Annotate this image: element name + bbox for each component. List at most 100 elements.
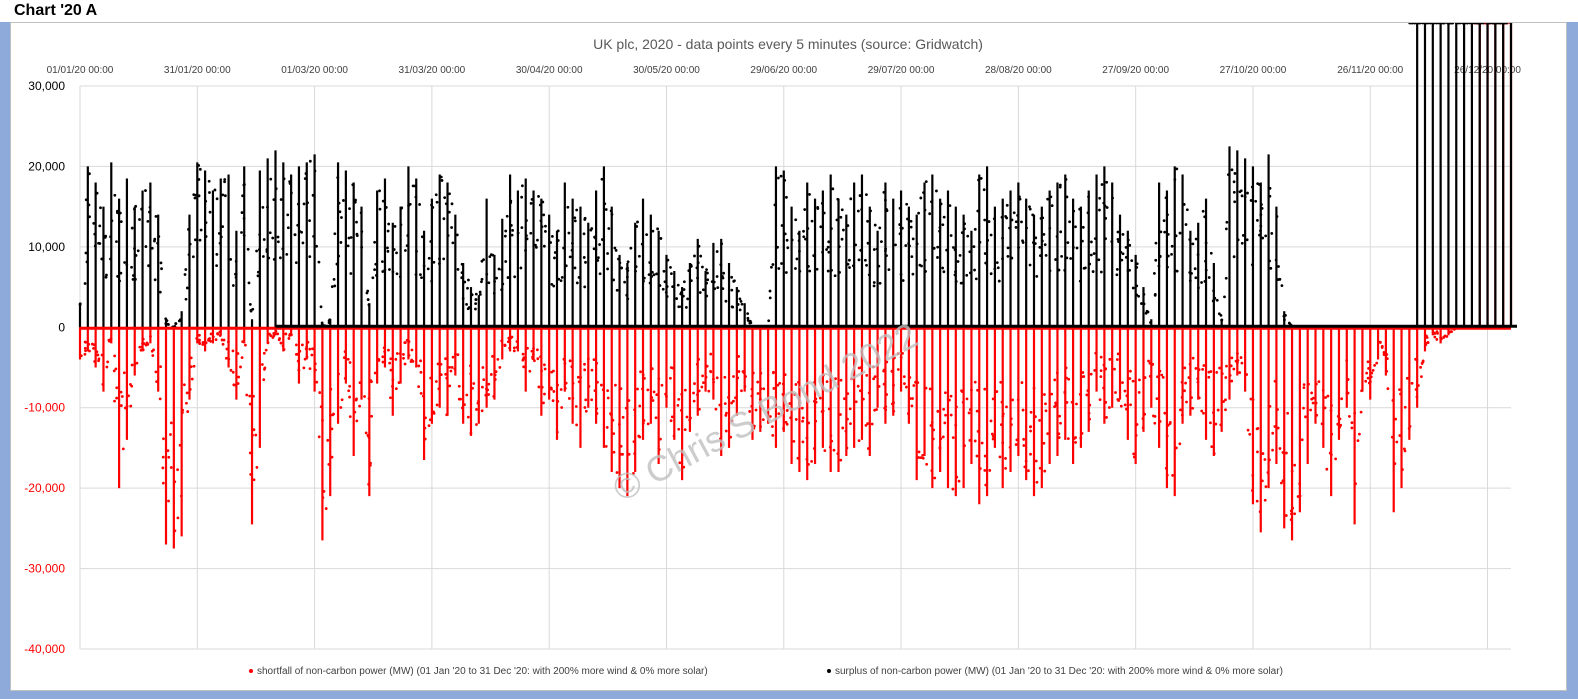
series-point <box>678 461 682 465</box>
series-point <box>682 294 685 298</box>
series-point <box>1418 23 1422 25</box>
series-point <box>122 371 126 375</box>
series-point <box>1082 375 1086 378</box>
series-point <box>133 362 137 366</box>
series-point <box>512 349 516 353</box>
series-point <box>1330 404 1333 407</box>
series-point <box>391 270 395 274</box>
series-point <box>134 204 138 208</box>
series-point <box>113 193 117 197</box>
chart-area[interactable]: UK plc, 2020 - data points every 5 minut… <box>10 22 1567 691</box>
series-point <box>1260 479 1264 483</box>
series-point <box>147 264 150 268</box>
series-point <box>87 203 91 207</box>
series-point <box>1135 293 1139 297</box>
series-point <box>612 450 616 454</box>
series-point <box>841 426 845 430</box>
series-point <box>1220 372 1224 376</box>
series-point <box>481 385 484 389</box>
series-point <box>1433 335 1437 339</box>
series-point <box>746 312 750 316</box>
series-point <box>1420 362 1424 365</box>
series-point <box>705 294 709 298</box>
series-point <box>216 332 220 336</box>
series-point <box>449 369 453 373</box>
series-point <box>448 384 452 388</box>
series-point <box>475 423 478 426</box>
series-point <box>1385 353 1389 356</box>
series-point <box>1185 208 1189 212</box>
series-point <box>279 198 283 201</box>
series-point <box>720 274 724 278</box>
series-point <box>1115 273 1119 277</box>
series-point <box>1260 207 1264 210</box>
series-point <box>615 288 619 292</box>
series-point <box>1268 259 1272 263</box>
series-point <box>130 363 134 367</box>
series-point <box>1246 191 1249 195</box>
series-point <box>371 276 375 280</box>
series-point <box>1166 423 1170 427</box>
series-point <box>1209 421 1212 425</box>
series-point <box>1191 406 1195 410</box>
series-point <box>487 281 491 285</box>
series-point <box>693 382 696 385</box>
series-point <box>1370 371 1374 375</box>
series-point <box>161 481 165 485</box>
series-point <box>1329 453 1333 457</box>
series-point <box>1223 295 1226 299</box>
series-point <box>798 269 802 273</box>
series-point <box>636 387 639 391</box>
series-point <box>1386 387 1390 391</box>
series-point <box>942 215 946 219</box>
series-point <box>472 382 476 385</box>
series-point <box>1121 232 1125 236</box>
series-point <box>1284 313 1287 317</box>
series-point <box>255 249 258 253</box>
series-point <box>563 386 567 390</box>
series-point <box>1048 269 1052 273</box>
series-point <box>251 433 254 437</box>
series-point <box>783 179 787 182</box>
series-point <box>1419 365 1422 369</box>
series-point <box>701 374 705 378</box>
series-point <box>759 371 763 375</box>
series-point <box>560 275 564 279</box>
series-point <box>526 346 529 350</box>
series-point <box>1017 246 1020 249</box>
series-point <box>924 180 928 183</box>
series-point <box>392 248 396 251</box>
series-point <box>553 256 556 260</box>
series-point <box>249 309 253 313</box>
series-point <box>550 283 554 286</box>
series-point <box>115 396 119 400</box>
series-point <box>208 210 212 214</box>
series-point <box>832 448 836 452</box>
series-point <box>939 437 943 441</box>
series-point <box>201 341 205 344</box>
series-point <box>465 393 469 397</box>
series-point <box>1043 469 1047 473</box>
series-point <box>1126 269 1130 273</box>
series-point <box>1201 367 1205 371</box>
series-point <box>389 396 392 400</box>
series-point <box>878 226 882 230</box>
series-point <box>1005 216 1009 220</box>
series-point <box>422 264 426 268</box>
series-point <box>911 272 915 276</box>
series-point <box>683 388 687 392</box>
series-point <box>174 322 178 325</box>
series-point <box>264 348 268 352</box>
series-point <box>942 407 946 411</box>
series-point <box>596 256 600 259</box>
series-point <box>1354 482 1357 486</box>
series-point <box>983 218 987 222</box>
legend-shortfall-label: shortfall of non-carbon power (MW) (01 J… <box>257 666 708 677</box>
series-point <box>1410 381 1414 385</box>
series-point <box>173 529 177 533</box>
series-point <box>360 230 364 233</box>
series-point <box>97 359 100 363</box>
series-point <box>322 490 326 493</box>
series-point <box>1108 357 1112 361</box>
series-point <box>1334 457 1338 461</box>
